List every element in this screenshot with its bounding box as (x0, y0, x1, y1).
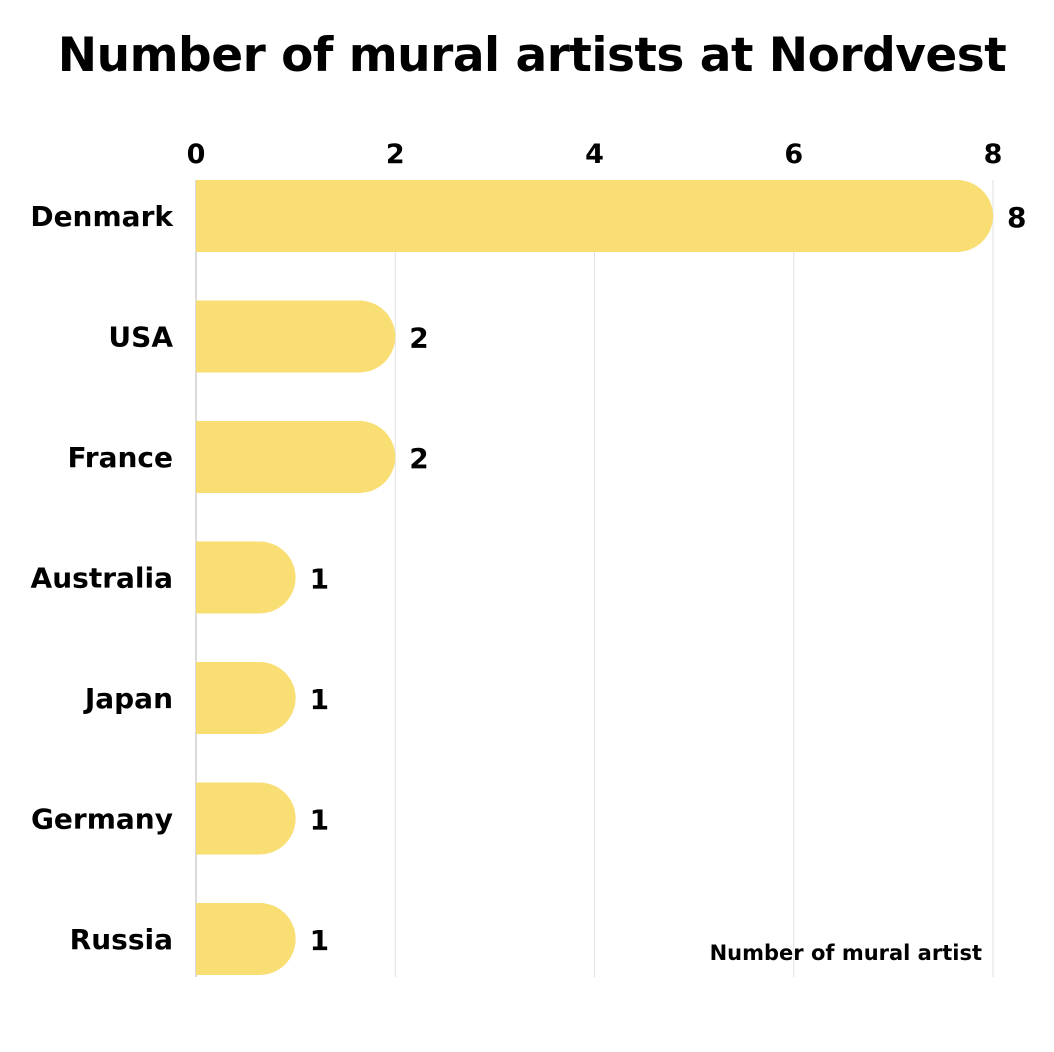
value-label-france: 2 (409, 442, 428, 475)
bar-france (196, 421, 396, 493)
x-axis-title: Number of mural artist (710, 941, 982, 965)
bar-japan (196, 662, 296, 734)
label-layer: 0 2 4 6 8 Denmark 8 USA 2 France 2 Australia 1 Japan 1… (30, 139, 1026, 957)
category-label-germany: Germany (31, 803, 173, 836)
value-label-australia: 1 (310, 563, 329, 596)
value-label-germany: 1 (310, 804, 329, 837)
bar-layer (196, 180, 993, 975)
bar-denmark (196, 180, 993, 252)
value-label-russia: 1 (310, 924, 329, 957)
category-label-denmark: Denmark (30, 200, 174, 233)
x-tick-label: 2 (386, 139, 405, 170)
bar-usa (196, 300, 396, 373)
chart-title: Number of mural artists at Nordvest (57, 28, 1007, 83)
value-label-denmark: 8 (1007, 201, 1026, 234)
bar-australia (196, 541, 296, 614)
category-label-australia: Australia (31, 562, 173, 595)
value-label-usa: 2 (409, 322, 428, 355)
x-tick-label: 0 (187, 139, 206, 170)
bar-russia (196, 903, 296, 975)
bar-germany (196, 782, 296, 855)
x-tick-label: 8 (984, 139, 1003, 170)
x-tick-label: 4 (585, 139, 604, 170)
category-label-russia: Russia (70, 923, 173, 956)
value-label-japan: 1 (310, 683, 329, 716)
x-tick-label: 6 (784, 139, 803, 170)
category-label-japan: Japan (83, 682, 173, 715)
category-label-usa: USA (108, 321, 173, 354)
category-label-france: France (67, 441, 173, 474)
